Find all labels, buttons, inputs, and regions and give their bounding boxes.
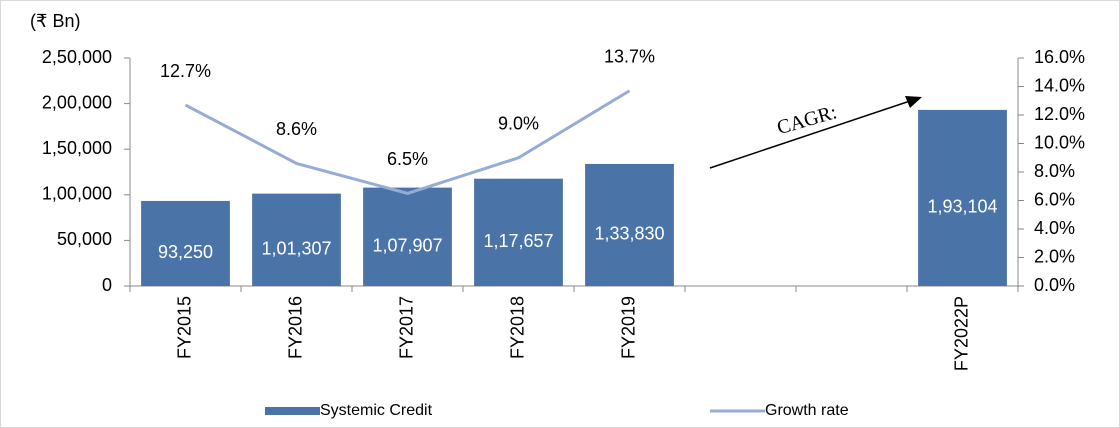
y-tick-label: 2,00,000 xyxy=(42,92,112,112)
line-value-label: 13.7% xyxy=(604,47,655,67)
y-tick-label: 50,000 xyxy=(57,229,112,249)
y2-tick-label: 6.0% xyxy=(1034,189,1075,209)
x-tick-label: FY2017 xyxy=(396,296,416,359)
bar xyxy=(585,163,674,286)
bar-value-label: 1,17,657 xyxy=(483,231,553,251)
bar-value-label: 1,01,307 xyxy=(261,239,331,259)
y2-tick-label: 12.0% xyxy=(1034,104,1085,124)
bar xyxy=(252,193,341,286)
bar xyxy=(141,200,230,286)
y-tick-label: 2,50,000 xyxy=(42,47,112,67)
y2-tick-label: 14.0% xyxy=(1034,75,1085,95)
legend-swatch xyxy=(265,407,320,415)
y2-tick-label: 0.0% xyxy=(1034,275,1075,295)
bar xyxy=(474,178,563,286)
y2-tick-label: 16.0% xyxy=(1034,47,1085,67)
x-tick-label: FY2019 xyxy=(618,296,638,359)
x-tick-label: FY2022P xyxy=(951,296,971,371)
bar xyxy=(363,187,452,286)
y-tick-label: 0 xyxy=(102,275,112,295)
legend-label: Growth rate xyxy=(765,402,849,419)
x-tick-label: FY2015 xyxy=(174,296,194,359)
line-value-label: 12.7% xyxy=(160,61,211,81)
line-value-label: 6.5% xyxy=(387,149,428,169)
bar xyxy=(918,109,1007,286)
x-tick-label: FY2018 xyxy=(507,296,527,359)
bar-value-label: 93,250 xyxy=(158,242,213,262)
y2-tick-label: 8.0% xyxy=(1034,161,1075,181)
line-value-label: 9.0% xyxy=(498,114,539,134)
x-tick-label: FY2016 xyxy=(285,296,305,359)
unit-label: (₹ Bn) xyxy=(30,11,80,31)
cagr-arrowhead xyxy=(905,96,922,108)
y2-tick-label: 10.0% xyxy=(1034,132,1085,152)
line xyxy=(184,89,631,195)
y-tick-label: 1,50,000 xyxy=(42,138,112,158)
legend-label: Systemic Credit xyxy=(320,402,433,419)
bar-value-label: 1,93,104 xyxy=(927,197,997,217)
y2-tick-label: 2.0% xyxy=(1034,246,1075,266)
bar-value-label: 1,07,907 xyxy=(372,236,442,256)
bar-value-label: 1,33,830 xyxy=(594,224,664,244)
line-value-label: 8.6% xyxy=(276,119,317,139)
y2-tick-label: 4.0% xyxy=(1034,218,1075,238)
y-tick-label: 1,00,000 xyxy=(42,184,112,204)
cagr-arrow xyxy=(709,100,911,169)
